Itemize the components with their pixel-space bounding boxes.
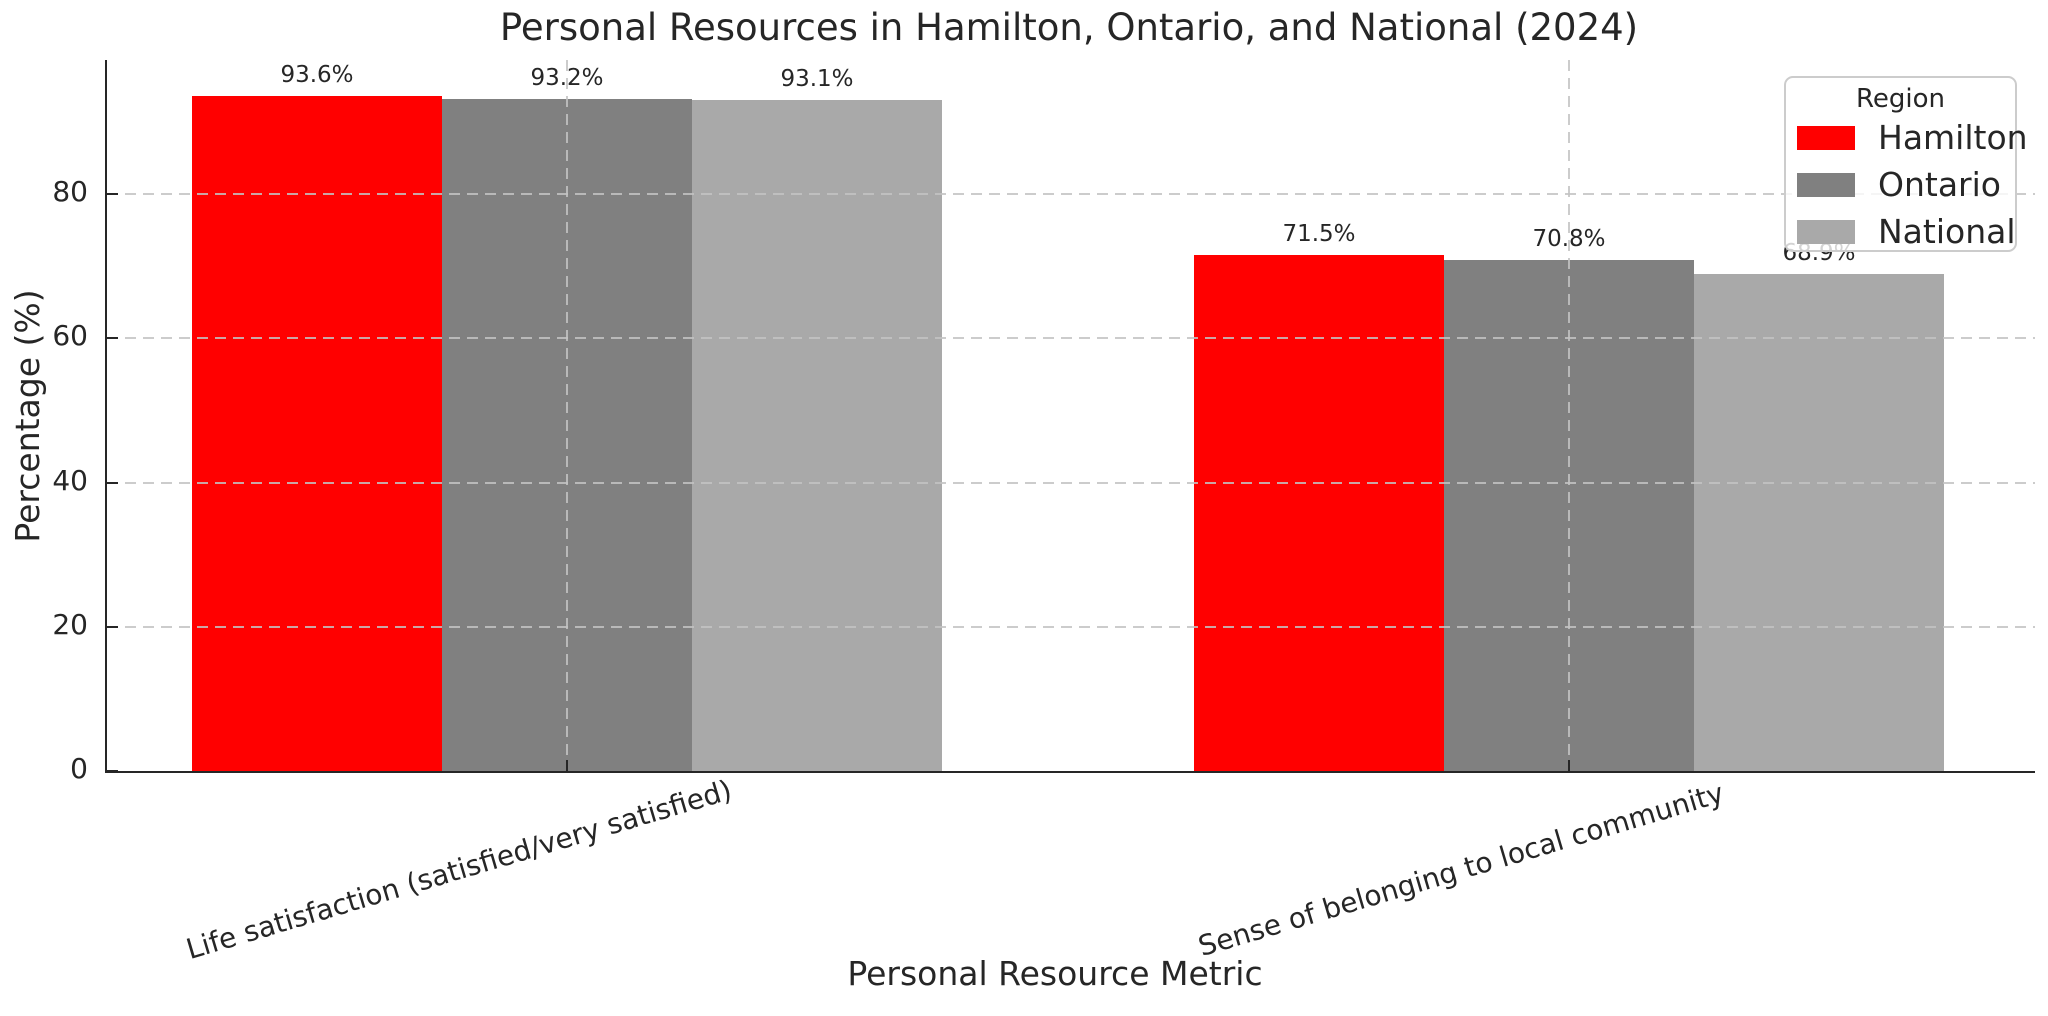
plot-area: 93.6% 71.5% 93.2% 70.8% 93.1% 68.9% bbox=[105, 60, 2035, 773]
legend-swatch bbox=[1797, 172, 1855, 197]
y-tick-label: 60 bbox=[52, 319, 88, 353]
y-tick-label: 40 bbox=[52, 463, 88, 497]
bar-value-label: 70.8% bbox=[1532, 226, 1606, 253]
y-tick-mark bbox=[107, 481, 118, 484]
legend-item-national: National bbox=[1786, 208, 2016, 255]
legend-swatch bbox=[1797, 125, 1855, 150]
x-axis-label: Personal Resource Metric bbox=[847, 954, 1263, 993]
legend-item-label: National bbox=[1878, 212, 2016, 251]
legend: Region Hamilton Ontario National bbox=[1784, 76, 2028, 255]
legend-item-ontario: Ontario bbox=[1786, 161, 2015, 208]
bar-national-1 bbox=[1694, 274, 1944, 771]
x-tick-mark bbox=[1568, 760, 1570, 771]
y-tick-mark bbox=[107, 770, 118, 772]
legend-item-label: Hamilton bbox=[1878, 118, 2028, 157]
legend-swatch bbox=[1797, 219, 1855, 244]
x-tick-mark bbox=[566, 760, 568, 771]
y-tick-label: 0 bbox=[70, 752, 88, 785]
legend-item-hamilton: Hamilton bbox=[1786, 114, 2028, 161]
bar-value-label: 93.2% bbox=[530, 64, 604, 91]
bar-hamilton-1 bbox=[1194, 255, 1444, 771]
legend-items: Hamilton Ontario National bbox=[1786, 114, 2028, 255]
bar-national-0 bbox=[692, 99, 942, 771]
chart-title: Personal Resources in Hamilton, Ontario,… bbox=[499, 6, 1639, 49]
legend-title: Region bbox=[1855, 84, 1945, 114]
bar-value-label: 93.1% bbox=[780, 65, 854, 92]
bar-hamilton-0 bbox=[192, 96, 442, 771]
bar-ontario-0 bbox=[442, 98, 692, 771]
y-tick-mark bbox=[107, 625, 118, 628]
y-tick-mark bbox=[107, 193, 118, 196]
y-tick-mark bbox=[107, 337, 118, 340]
y-axis-label: Percentage (%) bbox=[8, 289, 47, 543]
y-tick-label: 20 bbox=[52, 607, 88, 641]
legend-item-label: Ontario bbox=[1878, 165, 2001, 204]
bar-ontario-1 bbox=[1444, 260, 1694, 771]
y-tick-label: 80 bbox=[52, 175, 88, 209]
bar-value-label: 71.5% bbox=[1282, 221, 1356, 248]
bar-value-label: 93.6% bbox=[280, 62, 354, 89]
